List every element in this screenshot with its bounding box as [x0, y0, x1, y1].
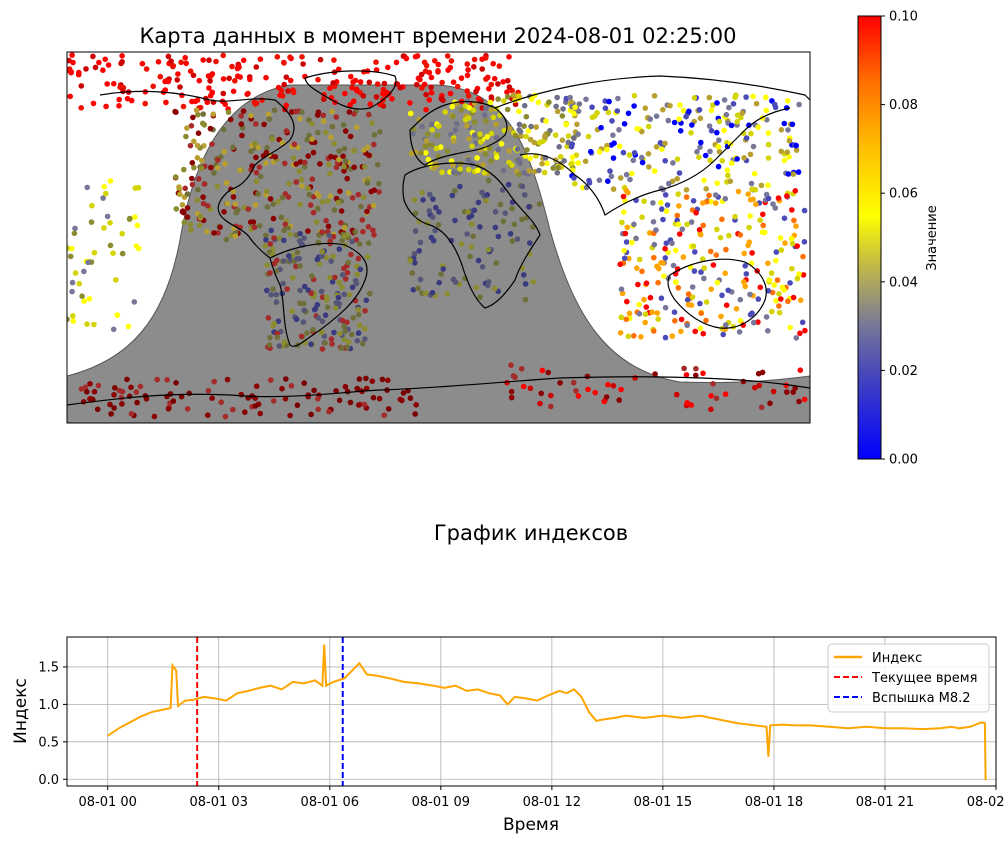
greenland-coast — [304, 70, 397, 110]
legend-label-current-time: Текущее время — [871, 671, 977, 686]
africa-coast — [402, 162, 541, 309]
europe-coast — [409, 101, 508, 166]
legend-label-flare: Вспышка M8.2 — [872, 691, 971, 706]
map-title: Карта данных в момент времени 2024-08-01… — [139, 24, 736, 48]
x-tick-label: 08-01 03 — [190, 795, 248, 810]
colorbar-tick-label: 0.04 — [889, 275, 918, 290]
colorbar-gradient — [857, 15, 882, 460]
colorbar-tick-label: 0.08 — [889, 98, 918, 113]
y-tick-label: 1.0 — [38, 698, 59, 713]
y-axis-label: Индекс — [11, 678, 31, 744]
legend-box — [827, 643, 990, 713]
colorbar: 0.00 0.02 0.04 0.06 0.08 0.10 Значение — [857, 10, 940, 468]
colorbar-tick-label: 0.00 — [889, 453, 918, 468]
asia-coast — [494, 75, 810, 216]
x-tick-label: 08-01 00 — [78, 795, 136, 810]
x-tick-label: 08-01 12 — [523, 795, 581, 810]
x-tick-label: 08-01 15 — [634, 795, 692, 810]
series-line-index — [107, 644, 987, 781]
section-title: График индексов — [434, 521, 628, 545]
index-chart: 08-01 00 08-01 03 08-01 06 08-01 09 08-01 12… — [11, 636, 1006, 835]
north-america-coast — [99, 90, 295, 259]
x-tick-label: 08-01 18 — [745, 795, 803, 810]
y-tick-label: 0.5 — [38, 735, 59, 750]
x-axis: 08-01 00 08-01 03 08-01 06 08-01 09 08-01 12… — [78, 786, 1006, 810]
australia-coast — [667, 258, 767, 329]
map-area — [67, 52, 810, 423]
antarctica-coast — [67, 376, 810, 406]
south-america-coast — [269, 242, 368, 347]
x-tick-label: 08-01 09 — [412, 795, 470, 810]
colorbar-tick-label: 0.10 — [889, 10, 918, 25]
plot-frame — [66, 636, 997, 787]
legend-label-index: Индекс — [872, 651, 922, 666]
legend: Индекс Текущее время Вспышка M8.2 — [827, 643, 990, 713]
y-axis: 0.0 0.5 1.0 1.5 — [38, 660, 67, 788]
x-tick-label: 08-01 21 — [856, 795, 914, 810]
coastlines — [67, 70, 810, 406]
x-tick-label: 08-02 00 — [967, 795, 1006, 810]
colorbar-label: Значение — [925, 205, 940, 270]
y-tick-label: 0.0 — [38, 773, 59, 788]
y-tick-label: 1.5 — [38, 660, 59, 675]
x-axis-label: Время — [503, 815, 559, 835]
colorbar-tick-label: 0.02 — [889, 364, 918, 379]
colorbar-tick-label: 0.06 — [889, 187, 918, 202]
x-tick-label: 08-01 06 — [301, 795, 359, 810]
map-frame — [66, 51, 811, 424]
